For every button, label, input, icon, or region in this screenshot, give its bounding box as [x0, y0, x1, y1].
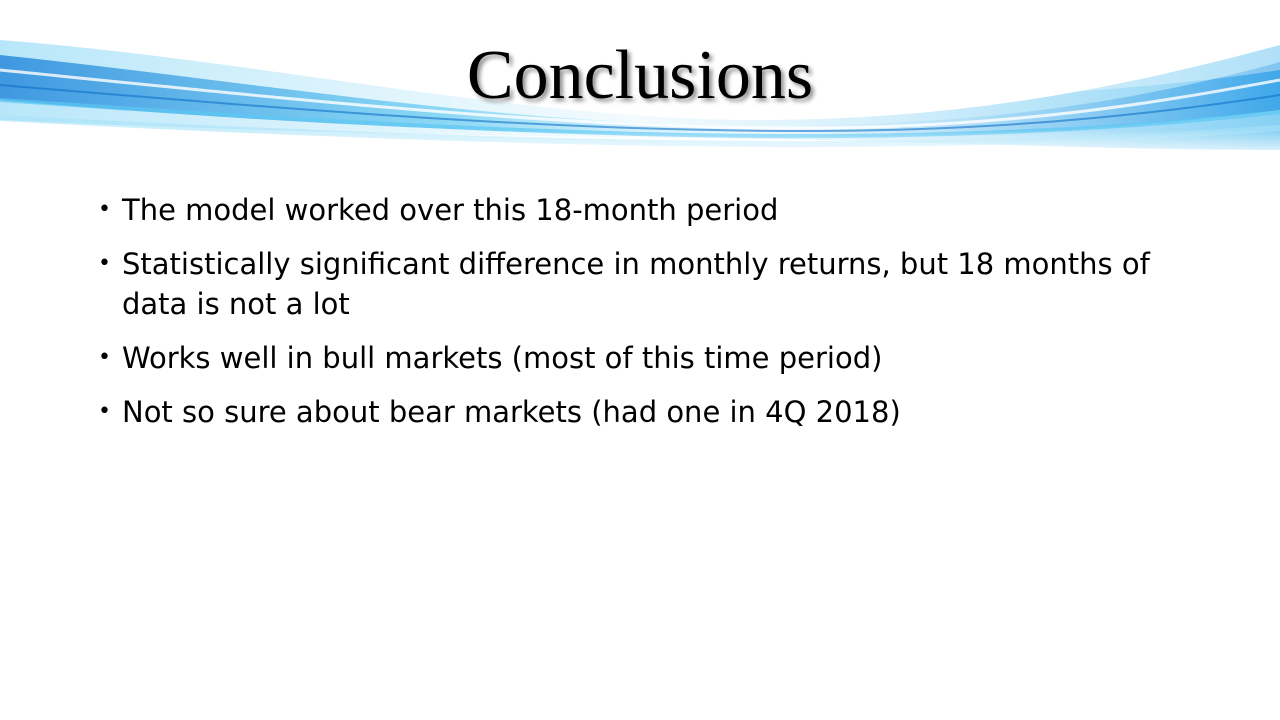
bullet-list: • The model worked over this 18-month pe… [96, 190, 1176, 446]
bullet-text: Not so sure about bear markets (had one … [122, 395, 901, 429]
bullet-icon: • [98, 244, 111, 284]
bullet-icon: • [98, 190, 111, 230]
bullet-icon: • [98, 392, 111, 432]
bullet-text: Works well in bull markets (most of this… [122, 341, 882, 375]
bullet-icon: • [98, 338, 111, 378]
list-item: • Works well in bull markets (most of th… [96, 338, 1176, 378]
bullet-text: Statistically significant difference in … [122, 247, 1150, 321]
bullet-text: The model worked over this 18-month peri… [122, 193, 778, 227]
list-item: • The model worked over this 18-month pe… [96, 190, 1176, 230]
slide-title: Conclusions [0, 34, 1280, 118]
list-item: • Not so sure about bear markets (had on… [96, 392, 1176, 432]
list-item: • Statistically significant difference i… [96, 244, 1176, 324]
